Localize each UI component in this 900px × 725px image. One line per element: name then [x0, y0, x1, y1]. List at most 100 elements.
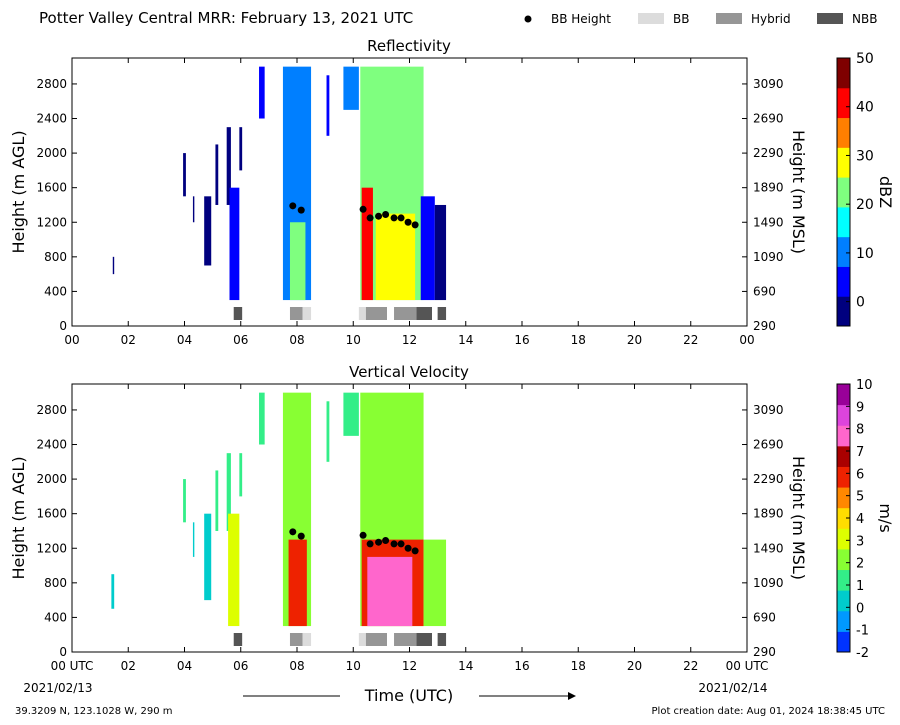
reflectivity-bb-class-block [289, 307, 303, 320]
velocity-bb-height-marker [382, 536, 390, 544]
velocity-echo-region [326, 401, 330, 462]
velocity-colorbar-segment [837, 445, 850, 467]
velocity-y-right-tick-label: 2290 [753, 472, 784, 486]
velocity-colorbar-segment [837, 404, 850, 426]
reflectivity-x-tick-label: 00 [739, 333, 754, 347]
reflectivity-title: Reflectivity [367, 37, 451, 55]
velocity-x-tick-label: 06 [233, 659, 248, 673]
velocity-y-tick-label: 2800 [36, 403, 67, 417]
velocity-x-tick-label: 22 [683, 659, 698, 673]
legend-nbb-label: NBB [852, 12, 877, 26]
velocity-colorbar-tick-label: 8 [856, 423, 864, 438]
velocity-echo-region [343, 392, 359, 436]
reflectivity-x-tick-label: 04 [177, 333, 192, 347]
x-axis-label: Time (UTC) [364, 686, 453, 705]
reflectivity-ylabel-right: Height (m MSL) [789, 130, 808, 254]
reflectivity-y-tick-label: 800 [44, 250, 67, 264]
reflectivity-y-tick-label: 2800 [36, 77, 67, 91]
end-date-label: 2021/02/14 [698, 681, 767, 695]
velocity-echo-region [226, 453, 231, 531]
reflectivity-y-right-tick-label: 3090 [753, 77, 784, 91]
velocity-bb-height-marker [297, 532, 305, 540]
reflectivity-colorbar-tick-label: 10 [856, 246, 874, 262]
reflectivity-colorbar-segment [837, 266, 850, 297]
reflectivity-x-tick-label: 12 [402, 333, 417, 347]
reflectivity-y-right-tick-label: 690 [753, 284, 776, 298]
reflectivity-colorbar-segment [837, 117, 850, 148]
reflectivity-echo-region [226, 127, 231, 205]
velocity-colorbar-segment [837, 610, 850, 632]
velocity-ylabel: Height (m AGL) [9, 456, 28, 579]
reflectivity-colorbar-segment [837, 58, 850, 89]
velocity-y-tick-label: 400 [44, 610, 67, 624]
reflectivity-colorbar-frame [836, 57, 851, 327]
legend-hybrid-swatch [716, 13, 742, 24]
velocity-x-tick-label: 00 UTC [51, 659, 94, 673]
reflectivity-echo-region [229, 187, 240, 301]
reflectivity-y-right-tick-label: 290 [753, 319, 776, 333]
legend-hybrid-label: Hybrid [751, 12, 791, 26]
velocity-echo-region [367, 556, 413, 627]
reflectivity-y-right-tick-label: 1090 [753, 250, 784, 264]
velocity-bb-class-block [358, 633, 366, 646]
velocity-y-tick-label: 0 [59, 645, 67, 659]
velocity-x-tick-label: 16 [514, 659, 529, 673]
reflectivity-y-right-tick-label: 1890 [753, 181, 784, 195]
reflectivity-y-tick-label: 1200 [36, 215, 67, 229]
velocity-colorbar-tick-label: 0 [856, 601, 864, 616]
reflectivity-bb-height-marker [411, 221, 419, 229]
reflectivity-bb-height-marker [404, 218, 412, 226]
velocity-colorbar-segment [837, 466, 850, 488]
velocity-echo-region [239, 453, 243, 497]
velocity-colorbar: -2 -1 0 1 2 3 4 5 6 7 8 9 10 [836, 378, 873, 661]
velocity-bb-class-block [437, 633, 447, 646]
velocity-x-tick-label: 18 [571, 659, 586, 673]
reflectivity-colorbar-tick-label: 40 [856, 100, 874, 116]
velocity-echo-region [288, 539, 307, 627]
reflectivity-data-layer [112, 66, 447, 320]
reflectivity-echo-region [112, 256, 115, 275]
velocity-colorbar-tick-label: 9 [856, 400, 864, 415]
reflectivity-echo-region [239, 127, 243, 171]
reflectivity-x-tick-label: 22 [683, 333, 698, 347]
velocity-colorbar-segment [837, 569, 850, 591]
reflectivity-echo-region [183, 153, 186, 197]
velocity-bb-height-marker [375, 538, 383, 546]
reflectivity-bb-class-block [394, 307, 417, 320]
velocity-y-tick-label: 800 [44, 576, 67, 590]
reflectivity-bb-height-marker [289, 202, 297, 210]
velocity-y-tick-label: 2000 [36, 472, 67, 486]
reflectivity-echo-region [343, 66, 359, 110]
velocity-colorbar-tick-label: 5 [856, 490, 864, 505]
reflectivity-x-tick-label: 06 [233, 333, 248, 347]
legend-bb-height-label: BB Height [551, 12, 611, 26]
velocity-x-tick-label: 04 [177, 659, 192, 673]
velocity-x-tick-label: 00 UTC [726, 659, 769, 673]
velocity-y-right-tick-label: 3090 [753, 403, 784, 417]
reflectivity-echo-region [361, 187, 373, 301]
reflectivity-y-right-tick-label: 2290 [753, 146, 784, 160]
velocity-echo-region [423, 539, 447, 627]
reflectivity-echo-region [289, 222, 306, 301]
reflectivity-colorbar-segment [837, 296, 850, 327]
velocity-colorbar-segment [837, 487, 850, 509]
reflectivity-echo-region [259, 66, 265, 119]
velocity-colorbar-tick-label: 10 [856, 378, 873, 393]
legend-nbb-swatch [817, 13, 843, 24]
velocity-colorbar-segment [837, 528, 850, 550]
reflectivity-bb-class-block [416, 307, 432, 320]
velocity-bb-height-marker [390, 540, 398, 548]
time-arrow-head [568, 692, 576, 700]
velocity-colorbar-tick-label: 3 [856, 534, 864, 549]
reflectivity-colorbar-label: dBZ [876, 176, 895, 208]
reflectivity-echo-region [215, 144, 219, 205]
velocity-x-tick-label: 10 [346, 659, 361, 673]
velocity-y-tick-label: 1600 [36, 507, 67, 521]
velocity-echo-region [192, 522, 195, 557]
reflectivity-y-right-tick-label: 2690 [753, 112, 784, 126]
velocity-colorbar-segment [837, 507, 850, 529]
velocity-bb-height-marker [404, 544, 412, 552]
reflectivity-echo-region [434, 204, 447, 301]
velocity-colorbar-tick-label: -2 [856, 646, 869, 661]
reflectivity-colorbar-segment [837, 206, 850, 238]
